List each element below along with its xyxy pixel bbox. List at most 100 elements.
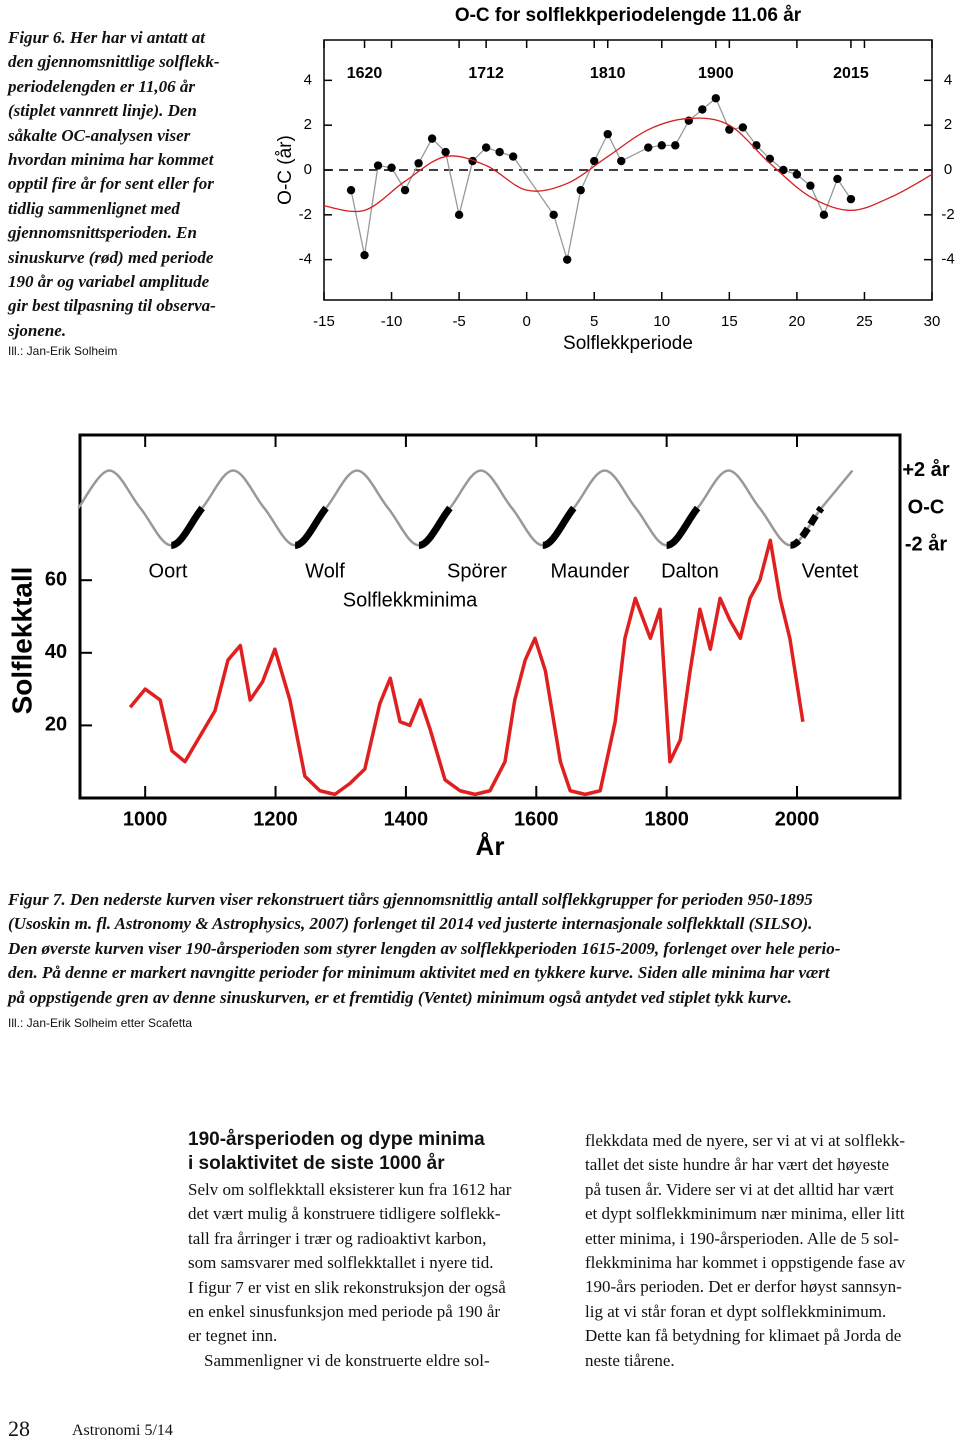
data-point: [414, 159, 423, 168]
data-point: [346, 185, 356, 195]
text-line: Sammenligner vi de konstruerte eldre sol…: [204, 1350, 490, 1370]
figure6-credit: Ill.: Jan-Erik Solheim: [8, 344, 118, 358]
article-heading: 190-årsperioden og dype minima i solaktiv…: [188, 1128, 485, 1176]
data-point: [617, 156, 626, 166]
text-line: lig at vi står foran et dypt solflekkmin…: [585, 1301, 887, 1321]
x-tick-label: 1800: [644, 808, 689, 830]
text-line: flekkminima har kommet i oppstigende fas…: [585, 1253, 906, 1273]
series-line: [128, 538, 805, 797]
series-line: [789, 505, 825, 549]
y-tick-label: 4: [944, 71, 952, 88]
text-line: gir best tilpasning til observa-: [8, 296, 216, 316]
x-tick-label: 1200: [253, 808, 298, 830]
data-point: [360, 250, 369, 260]
series-line: [77, 469, 854, 547]
x-tick-label: -5: [452, 313, 465, 330]
text-line: som samsvarer med solflekktallet i nyere…: [188, 1253, 494, 1273]
data-point: [387, 163, 396, 172]
chart-title: O-C for solflekkperiodelengde 11.06 år: [455, 5, 802, 26]
magazine-name: Astronomi 5/14: [72, 1422, 173, 1439]
data-point: [765, 154, 775, 163]
y-tick-label: 2: [304, 116, 312, 133]
y2-tick-label: -2 år: [905, 533, 947, 556]
annotation: Solflekkminima: [343, 589, 478, 611]
text-line: I figur 7 er vist en slik rekonstruksjon…: [188, 1277, 506, 1297]
y-axis-label: O-C (år): [275, 135, 296, 205]
data-point: [590, 156, 599, 166]
data-point: [792, 170, 802, 179]
series-line: [418, 505, 453, 549]
x-tick-label: 2000: [775, 808, 820, 830]
x-axis-label: Solflekkperiode: [563, 333, 693, 354]
article-column: flekkdata med de nyere, ser vi at vi at …: [585, 1129, 905, 1373]
annotation: Ventet: [802, 560, 859, 582]
series-line: [350, 97, 852, 261]
text-line: hvordan minima har kommet: [8, 150, 214, 170]
y-tick-label: 60: [45, 568, 67, 590]
text-line: en enkel sinusfunksjon med periode på 19…: [188, 1302, 501, 1322]
article-column: Selv om solflekktall eksisterer kun fra …: [188, 1178, 511, 1373]
data-point: [441, 147, 450, 157]
page-number: 28: [8, 1416, 30, 1441]
text-line: sjonene.: [8, 320, 67, 340]
y2-axis-label: O-C: [908, 496, 945, 518]
text-line: flekkdata med de nyere, ser vi at vi at …: [585, 1131, 906, 1150]
y2-tick-label: +2 år: [902, 458, 949, 481]
x-tick-label: 25: [856, 313, 873, 330]
text-line: tidlig sammenlignet med: [8, 198, 180, 218]
text-line: tall fra årringer i trær og radioaktivt …: [188, 1228, 487, 1248]
data-point: [373, 161, 383, 170]
x2-tick-label: 1900: [698, 65, 734, 82]
data-point: [481, 143, 491, 152]
text-line: (Usoskin m. fl. Astronomy & Astrophysics…: [8, 914, 813, 934]
y-tick-label: 0: [944, 161, 952, 178]
series-line: [323, 117, 933, 213]
x2-tick-label: 1620: [347, 65, 383, 82]
annotation: Maunder: [551, 560, 630, 582]
data-point: [576, 185, 585, 195]
annotation: Wolf: [305, 560, 345, 582]
x-axis-label: År: [476, 831, 505, 861]
x-tick-label: 20: [789, 313, 806, 330]
data-point: [752, 141, 761, 150]
y-tick-label: 0: [304, 161, 312, 178]
text-line: i solaktivitet de siste 1000 år: [188, 1153, 445, 1174]
data-point: [549, 210, 558, 220]
text-line: den gjennomsnittlige solflekk-: [8, 52, 220, 72]
data-point: [427, 134, 437, 143]
x-tick-label: 1000: [123, 808, 168, 830]
data-point: [657, 141, 666, 150]
x-tick-label: -15: [313, 313, 335, 330]
figure6-caption: Figur 6. Her har vi antatt at den gjennom…: [8, 26, 220, 343]
data-point: [454, 210, 464, 220]
text-line: på oppstigende gren av denne sinuskurven…: [8, 987, 792, 1007]
series-line: [665, 505, 701, 549]
text-line: på tusen år. Videre ser vi at det alltid…: [585, 1179, 894, 1199]
data-point: [671, 141, 680, 150]
data-point: [603, 129, 612, 139]
data-point: [698, 105, 707, 114]
text-line: neste tiårene.: [585, 1350, 675, 1370]
text-line: det vært mulig å konstruere tidligere so…: [188, 1204, 501, 1224]
text-line: et dypt solflekkminimum nær minima, elle…: [585, 1204, 905, 1224]
x2-tick-label: 1712: [468, 65, 504, 82]
x-tick-label: 1400: [384, 808, 429, 830]
x-tick-label: 0: [522, 313, 530, 330]
y-tick-label: -2: [299, 206, 312, 223]
data-point: [738, 123, 748, 132]
text-line: Den øverste kurven viser 190-årsperioden…: [8, 938, 841, 958]
text-line: Figur 6. Her har vi antatt at: [8, 28, 205, 47]
x2-tick-label: 1810: [590, 65, 626, 82]
data-point: [779, 165, 788, 175]
x-tick-label: 30: [924, 313, 941, 330]
data-point: [644, 143, 653, 152]
x-tick-label: 5: [590, 313, 598, 330]
text-line: Selv om solflekktall eksisterer kun fra …: [188, 1180, 512, 1199]
data-point: [711, 94, 721, 103]
y-tick-label: -2: [941, 206, 954, 223]
text-line: (stiplet vannrett linje). Den: [8, 101, 197, 121]
y-tick-label: -4: [941, 251, 954, 268]
data-point: [508, 152, 518, 161]
data-point: [806, 181, 815, 190]
